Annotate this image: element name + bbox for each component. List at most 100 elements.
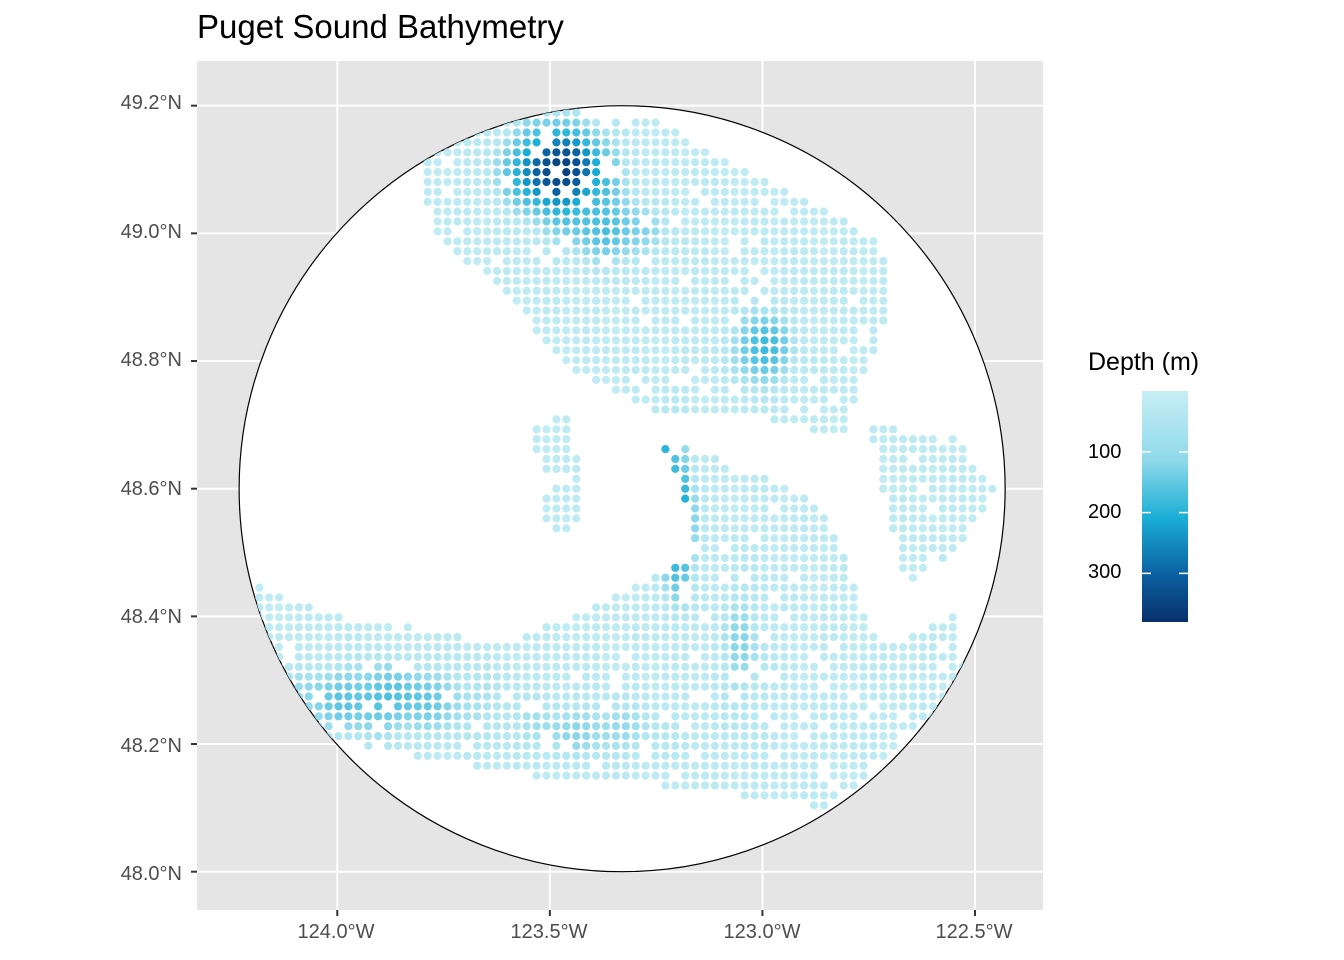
depth-point bbox=[740, 593, 749, 602]
depth-point bbox=[572, 662, 581, 671]
depth-point bbox=[552, 484, 561, 493]
depth-point bbox=[691, 217, 700, 226]
depth-point bbox=[255, 583, 264, 592]
depth-point bbox=[740, 613, 749, 622]
depth-point bbox=[809, 395, 819, 404]
depth-point bbox=[869, 296, 878, 305]
depth-point bbox=[502, 722, 511, 731]
depth-point bbox=[829, 593, 838, 602]
depth-point bbox=[730, 514, 739, 523]
depth-point bbox=[790, 791, 799, 800]
depth-point bbox=[552, 741, 561, 751]
depth-point bbox=[562, 682, 571, 691]
depth-point bbox=[671, 158, 680, 167]
depth-point bbox=[572, 197, 581, 206]
depth-point bbox=[829, 365, 838, 375]
depth-point bbox=[760, 722, 769, 731]
depth-point bbox=[631, 237, 640, 246]
depth-point bbox=[562, 316, 571, 325]
depth-point bbox=[433, 168, 442, 177]
depth-point bbox=[344, 722, 353, 731]
depth-point bbox=[879, 286, 888, 295]
depth-point bbox=[928, 474, 937, 483]
depth-point bbox=[740, 316, 749, 325]
depth-point bbox=[621, 187, 630, 196]
depth-point bbox=[790, 672, 799, 681]
depth-point bbox=[691, 662, 700, 671]
depth-point bbox=[889, 682, 898, 691]
depth-point bbox=[780, 484, 789, 493]
depth-point bbox=[661, 336, 670, 345]
depth-point bbox=[641, 148, 650, 157]
depth-point bbox=[681, 197, 690, 206]
depth-point bbox=[601, 365, 611, 375]
depth-point bbox=[819, 613, 829, 622]
depth-point bbox=[463, 207, 472, 216]
depth-point bbox=[700, 326, 710, 335]
depth-point bbox=[532, 761, 541, 770]
depth-point bbox=[819, 583, 829, 592]
depth-point bbox=[839, 365, 848, 375]
depth-point bbox=[562, 642, 571, 652]
depth-point bbox=[809, 593, 819, 602]
depth-point bbox=[611, 375, 621, 384]
depth-point bbox=[938, 652, 947, 662]
depth-point bbox=[423, 633, 432, 642]
depth-point bbox=[512, 732, 521, 741]
depth-point bbox=[928, 435, 937, 444]
depth-point bbox=[720, 276, 729, 285]
depth-point bbox=[760, 771, 769, 780]
depth-point bbox=[700, 306, 710, 315]
depth-point bbox=[344, 642, 353, 652]
depth-point bbox=[819, 781, 829, 790]
legend-label: 300 bbox=[1088, 561, 1122, 583]
depth-point bbox=[542, 237, 551, 246]
depth-point bbox=[562, 158, 571, 167]
depth-point bbox=[938, 494, 947, 503]
depth-point bbox=[433, 712, 442, 721]
depth-point bbox=[770, 247, 779, 256]
depth-point bbox=[582, 316, 591, 325]
depth-point bbox=[502, 761, 511, 770]
depth-point bbox=[641, 296, 650, 305]
depth-point bbox=[730, 187, 739, 196]
depth-point bbox=[483, 642, 492, 652]
depth-point bbox=[403, 702, 412, 711]
depth-point bbox=[651, 751, 660, 760]
depth-point bbox=[463, 177, 472, 187]
depth-point bbox=[790, 741, 799, 751]
depth-point bbox=[790, 553, 799, 563]
depth-point bbox=[760, 652, 769, 662]
depth-point bbox=[413, 652, 422, 662]
depth-point bbox=[631, 692, 640, 701]
depth-point bbox=[463, 148, 472, 157]
depth-point bbox=[423, 158, 432, 167]
depth-point bbox=[889, 642, 898, 652]
depth-point bbox=[354, 692, 363, 701]
depth-point bbox=[651, 247, 660, 256]
depth-point bbox=[760, 544, 769, 553]
depth-point bbox=[552, 197, 561, 206]
depth-point bbox=[463, 168, 472, 177]
depth-point bbox=[780, 237, 789, 246]
depth-point bbox=[463, 712, 472, 721]
depth-point bbox=[492, 652, 502, 662]
depth-point bbox=[592, 722, 601, 731]
depth-point bbox=[938, 682, 947, 691]
depth-point bbox=[760, 237, 769, 246]
depth-point bbox=[562, 336, 571, 345]
depth-point bbox=[819, 247, 829, 256]
depth-point bbox=[819, 306, 829, 315]
depth-point bbox=[899, 464, 908, 473]
depth-point bbox=[681, 712, 690, 721]
depth-point bbox=[740, 781, 749, 790]
depth-point bbox=[641, 672, 650, 681]
depth-point bbox=[522, 276, 531, 285]
depth-point bbox=[671, 306, 680, 315]
depth-point bbox=[809, 781, 819, 790]
depth-point bbox=[700, 544, 710, 553]
depth-point bbox=[879, 296, 888, 305]
depth-point bbox=[839, 375, 848, 384]
depth-point bbox=[651, 227, 660, 236]
depth-point bbox=[889, 504, 898, 513]
